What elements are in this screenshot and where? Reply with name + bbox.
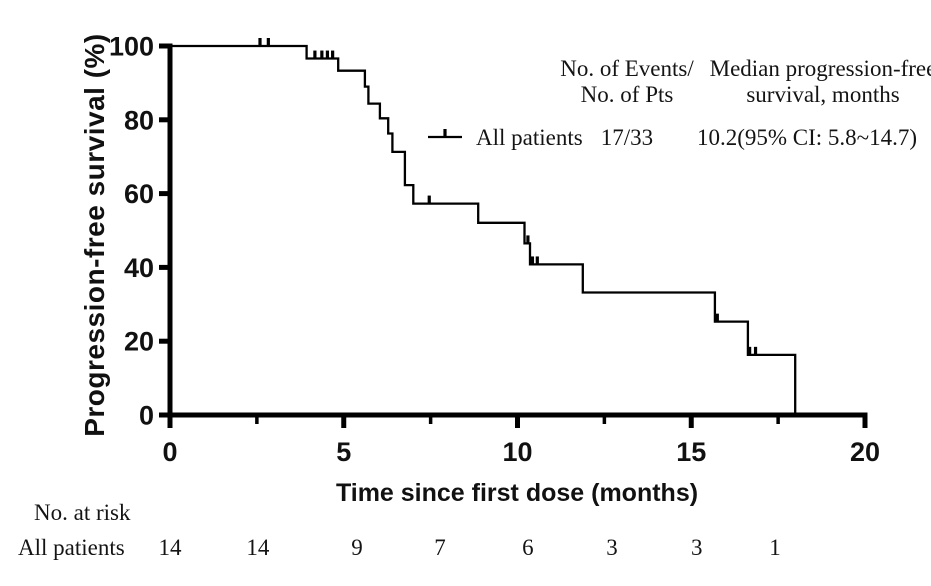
legend-series-label: All patients [476, 125, 583, 150]
x-tick-label: 0 [162, 437, 177, 467]
y-tick-label: 0 [139, 401, 154, 431]
y-tick-label: 60 [124, 179, 154, 209]
risk-count: 7 [434, 535, 446, 560]
x-tick-label: 20 [850, 437, 880, 467]
events-column-header: No. of Events/ No. of Pts [527, 56, 727, 108]
risk-count: 14 [158, 535, 182, 560]
x-tick-label: 15 [676, 437, 706, 467]
y-tick-label: 100 [109, 32, 154, 62]
y-tick-label: 20 [124, 327, 154, 357]
median-column-header: Median progression-free survival, months [688, 56, 931, 108]
risk-count: 14 [246, 535, 270, 560]
median-header-line2: survival, months [746, 82, 900, 107]
risk-count: 1 [769, 535, 781, 560]
y-tick-label: 80 [124, 105, 154, 135]
risk-count: 3 [606, 535, 618, 560]
risk-row-label: All patients [18, 535, 125, 560]
median-header-line1: Median progression-free [709, 56, 931, 81]
y-axis-title: Progression-free survival (%) [79, 33, 110, 437]
risk-table-title: No. at risk [34, 500, 131, 525]
survival-step-curve [170, 44, 797, 415]
x-tick-label: 5 [336, 437, 351, 467]
risk-count: 9 [351, 535, 363, 560]
events-header-line1: No. of Events/ [560, 56, 694, 81]
x-tick-label: 10 [502, 437, 532, 467]
risk-count: 6 [522, 535, 534, 560]
events-value: 17/33 [600, 125, 654, 150]
y-tick-label: 40 [124, 253, 154, 283]
median-survival-value: 10.2(95% CI: 5.8~14.7) [696, 125, 918, 150]
events-header-line2: No. of Pts [580, 82, 674, 107]
risk-count: 3 [691, 535, 703, 560]
x-axis-title: Time since first dose (months) [335, 479, 699, 507]
